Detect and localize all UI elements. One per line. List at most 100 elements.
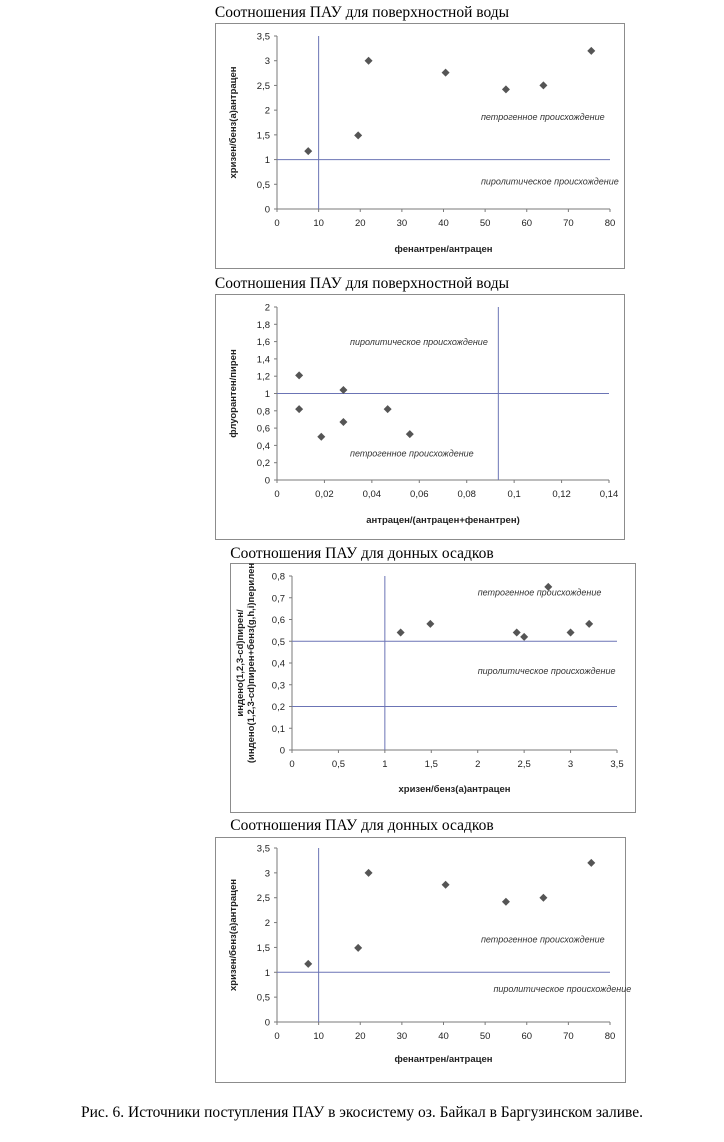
x-tick-label: 0,12	[552, 489, 571, 500]
x-tick-label: 60	[521, 218, 532, 229]
x-tick-label: 1,5	[425, 759, 438, 770]
x-tick-label: 0	[289, 759, 294, 770]
data-point	[354, 131, 363, 140]
chart-3-plot: 0 0,1 0,2 0,3 0,4 0,5 0,6 0,7 0,8 0 0,5 1 1,5 2 2,5 3 3,…	[235, 563, 624, 795]
x-tick-label: 50	[480, 218, 491, 229]
x-tick-label: 40	[438, 1031, 449, 1042]
chart-4-title: Соотношения ПАУ для донных осадков	[230, 817, 494, 834]
y-tick-label: 1	[265, 968, 270, 979]
data-point	[295, 371, 304, 380]
x-tick-label: 50	[480, 1031, 491, 1042]
region-label: пиролитическое происхождение	[481, 176, 619, 186]
x-tick-label: 0,5	[332, 759, 345, 770]
data-point	[405, 430, 414, 439]
x-tick-label: 30	[397, 1031, 408, 1042]
y-axis-label: хризен/бенз(а)антрацен	[228, 66, 239, 178]
chart-3-title: Соотношения ПАУ для донных осадков	[230, 545, 494, 562]
chart-4-frame: 0 0,5 1 1,5 2 2,5 3 3,5 0 10 20 30 40 50 60 70 80 петроге…	[215, 837, 631, 1083]
data-point	[544, 582, 553, 591]
data-point	[587, 858, 596, 867]
data-point	[364, 56, 373, 65]
data-point	[317, 432, 326, 441]
y-tick-label: 3,5	[257, 844, 270, 855]
data-point	[339, 418, 348, 427]
y-tick-label: 1	[265, 389, 270, 400]
data-point	[304, 959, 313, 968]
y-tick-label: 0,4	[257, 441, 270, 452]
data-point	[441, 68, 450, 77]
region-label: петрогенное происхождение	[478, 588, 602, 598]
data-point	[539, 81, 548, 90]
y-tick-label: 3	[265, 868, 270, 879]
y-axis-label: индено(1,2,3-cd)пирен/	[235, 609, 246, 717]
chart-1-title: Соотношения ПАУ для поверхностной воды	[214, 4, 510, 21]
x-axis-label: хризен/бенз(а)антрацен	[398, 784, 510, 795]
region-label: петрогенное происхождение	[481, 934, 605, 944]
region-label: пиролитическое происхождение	[350, 337, 488, 347]
data-point	[295, 405, 304, 414]
chart-2-title: Соотношения ПАУ для поверхностной воды	[214, 275, 510, 292]
x-tick-label: 20	[355, 1031, 366, 1042]
data-point	[383, 405, 392, 414]
data-point	[396, 628, 405, 637]
y-tick-label: 0,6	[272, 615, 285, 626]
y-tick-label: 1,5	[257, 130, 270, 141]
y-tick-label: 0,7	[272, 593, 285, 604]
x-tick-label: 0	[274, 218, 279, 229]
x-tick-label: 0,1	[508, 489, 521, 500]
data-point	[566, 628, 575, 637]
y-tick-label: 0,5	[257, 993, 270, 1004]
x-tick-label: 80	[605, 1031, 616, 1042]
y-tick-label: 2,5	[257, 81, 270, 92]
region-label: пиролитическое происхождение	[493, 984, 631, 994]
region-label: петрогенное происхождение	[350, 449, 474, 459]
chart-3-frame: 0 0,1 0,2 0,3 0,4 0,5 0,6 0,7 0,8 0 0,5 1 1,5 2 2,5 3 3,…	[230, 563, 636, 813]
y-tick-label: 1,4	[257, 354, 270, 365]
y-axis-label: хризен/бенз(а)антрацен	[228, 879, 239, 991]
region-label: пиролитическое происхождение	[478, 666, 616, 676]
chart-4-plot: 0 0,5 1 1,5 2 2,5 3 3,5 0 10 20 30 40 50 60 70 80 петроге…	[228, 844, 631, 1066]
y-tick-label: 2	[265, 303, 270, 314]
y-tick-label: 0,2	[257, 458, 270, 469]
y-tick-label: 1,6	[257, 337, 270, 348]
x-axis-label: фенантрен/антрацен	[395, 1054, 493, 1065]
x-tick-label: 3,5	[610, 759, 623, 770]
y-tick-label: 0,5	[257, 180, 270, 191]
y-axis-label: (индено(1,2,3-cd)пирен+бенз(g,h,i)периле…	[246, 563, 257, 764]
x-tick-label: 2,5	[518, 759, 531, 770]
x-tick-label: 70	[563, 218, 574, 229]
x-tick-label: 30	[397, 218, 408, 229]
data-point	[354, 943, 363, 952]
y-axis-label: флуорантен/пирен	[228, 349, 239, 438]
y-tick-label: 0,4	[272, 659, 285, 670]
x-tick-label: 0	[274, 489, 279, 500]
y-tick-label: 1,2	[257, 372, 270, 383]
y-tick-label: 0,3	[272, 680, 285, 691]
y-tick-label: 0	[280, 746, 285, 757]
x-tick-label: 0	[274, 1031, 279, 1042]
y-tick-label: 0,2	[272, 702, 285, 713]
x-axis-label: антрацен/(антрацен+фенантрен)	[366, 515, 519, 526]
data-point	[587, 46, 596, 55]
data-point	[539, 893, 548, 902]
data-point	[304, 147, 313, 156]
y-tick-label: 1	[265, 155, 270, 166]
data-point	[441, 880, 450, 889]
x-tick-label: 20	[355, 218, 366, 229]
region-label: петрогенное происхождение	[481, 112, 605, 122]
data-point	[426, 619, 435, 628]
y-tick-label: 0,6	[257, 424, 270, 435]
y-tick-label: 1,5	[257, 943, 270, 954]
y-tick-label: 0,1	[272, 724, 285, 735]
chart-2-frame: 0 0,2 0,4 0,6 0,8 1 1,2 1,4 1,6 1,8 2 0 0,02 0,04 0,06…	[215, 294, 625, 540]
x-tick-label: 3	[568, 759, 573, 770]
x-tick-label: 40	[438, 218, 449, 229]
x-tick-label: 1	[382, 759, 387, 770]
x-tick-label: 0,02	[315, 489, 334, 500]
x-tick-label: 0,14	[600, 489, 619, 500]
y-tick-label: 0	[265, 1018, 270, 1029]
y-tick-label: 1,8	[257, 320, 270, 331]
y-tick-label: 2,5	[257, 893, 270, 904]
y-tick-label: 3	[265, 56, 270, 67]
y-tick-label: 0,8	[257, 406, 270, 417]
